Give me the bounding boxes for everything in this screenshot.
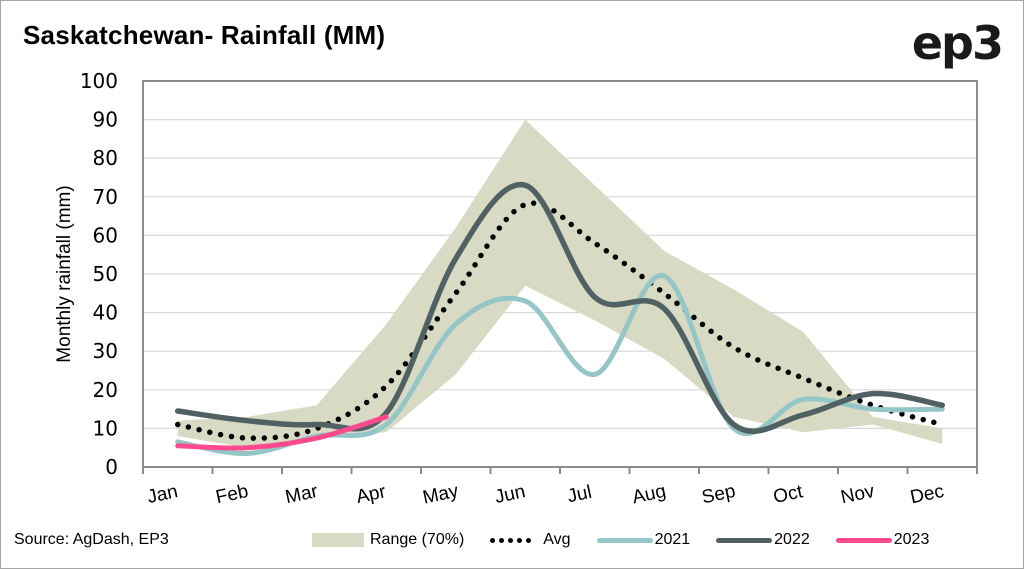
legend-swatch-2022: [716, 537, 773, 543]
chart-title: Saskatchewan- Rainfall (MM): [23, 20, 386, 50]
x-tick-label: Mar: [283, 481, 320, 508]
legend-swatch-avg: [490, 537, 535, 543]
legend-label-2021: 2021: [654, 531, 691, 548]
y-tick-labels: 0 10 20 30 40 50 60 70 80 90 100: [80, 69, 118, 479]
y-tick-label: 70: [93, 185, 118, 209]
legend-item-avg: Avg: [490, 531, 571, 549]
y-tick-label: 0: [105, 455, 118, 479]
y-tick-label: 30: [93, 339, 118, 363]
x-tick-label: Aug: [630, 481, 667, 509]
x-tick-label: Apr: [354, 481, 388, 508]
y-tick-label: 90: [93, 108, 118, 132]
x-tick-label: Jan: [145, 481, 179, 508]
legend-item-2022: 2022: [716, 531, 810, 549]
y-axis-label: Monthly rainfall (mm): [54, 185, 75, 362]
legend-label-2023: 2023: [893, 531, 930, 548]
series-line-2023: [175, 414, 389, 451]
series-line-2022: [175, 181, 945, 434]
x-tick-label: Jul: [566, 482, 594, 508]
legend: Range (70%) Avg 2021 2022 2023: [312, 529, 955, 551]
series-lines: [175, 181, 945, 456]
y-tick-label: 50: [93, 262, 118, 286]
ep3-logo: ep3: [911, 16, 1004, 70]
y-tick-label: 10: [93, 416, 118, 440]
source-note: Source: AgDash, EP3: [14, 531, 169, 548]
range-band: [177, 119, 943, 448]
y-tick-label: 100: [80, 69, 118, 93]
legend-item-2021: 2021: [596, 531, 691, 549]
y-tick-label: 40: [93, 301, 118, 325]
x-tick-label: Nov: [839, 481, 877, 509]
x-tick-labels: Jan Feb Mar Apr May Jun Jul Aug Sep Oct Nov Dec: [145, 481, 945, 509]
y-tick-label: 80: [93, 146, 118, 170]
y-tick-label: 20: [93, 378, 118, 402]
y-tick-label: 60: [93, 223, 118, 247]
legend-swatch-2021: [596, 537, 653, 543]
legend-label-range: Range (70%): [370, 531, 465, 548]
series-line-avg: [175, 200, 945, 441]
x-tick-label: Jun: [493, 481, 527, 508]
legend-label-avg: Avg: [543, 531, 571, 548]
x-tick-label: Dec: [908, 481, 945, 509]
range-band-area: [177, 119, 943, 448]
legend-swatch-range: [312, 533, 364, 547]
legend-label-2022: 2022: [774, 531, 810, 548]
x-tick-label: May: [421, 481, 461, 509]
legend-item-range: Range (70%): [312, 531, 464, 549]
axes: [142, 80, 978, 474]
x-tick-label: Feb: [214, 481, 250, 508]
legend-swatch-2023: [835, 537, 892, 543]
x-tick-label: Sep: [700, 481, 737, 509]
x-tick-label: Oct: [771, 481, 805, 508]
legend-item-2023: 2023: [835, 531, 930, 549]
